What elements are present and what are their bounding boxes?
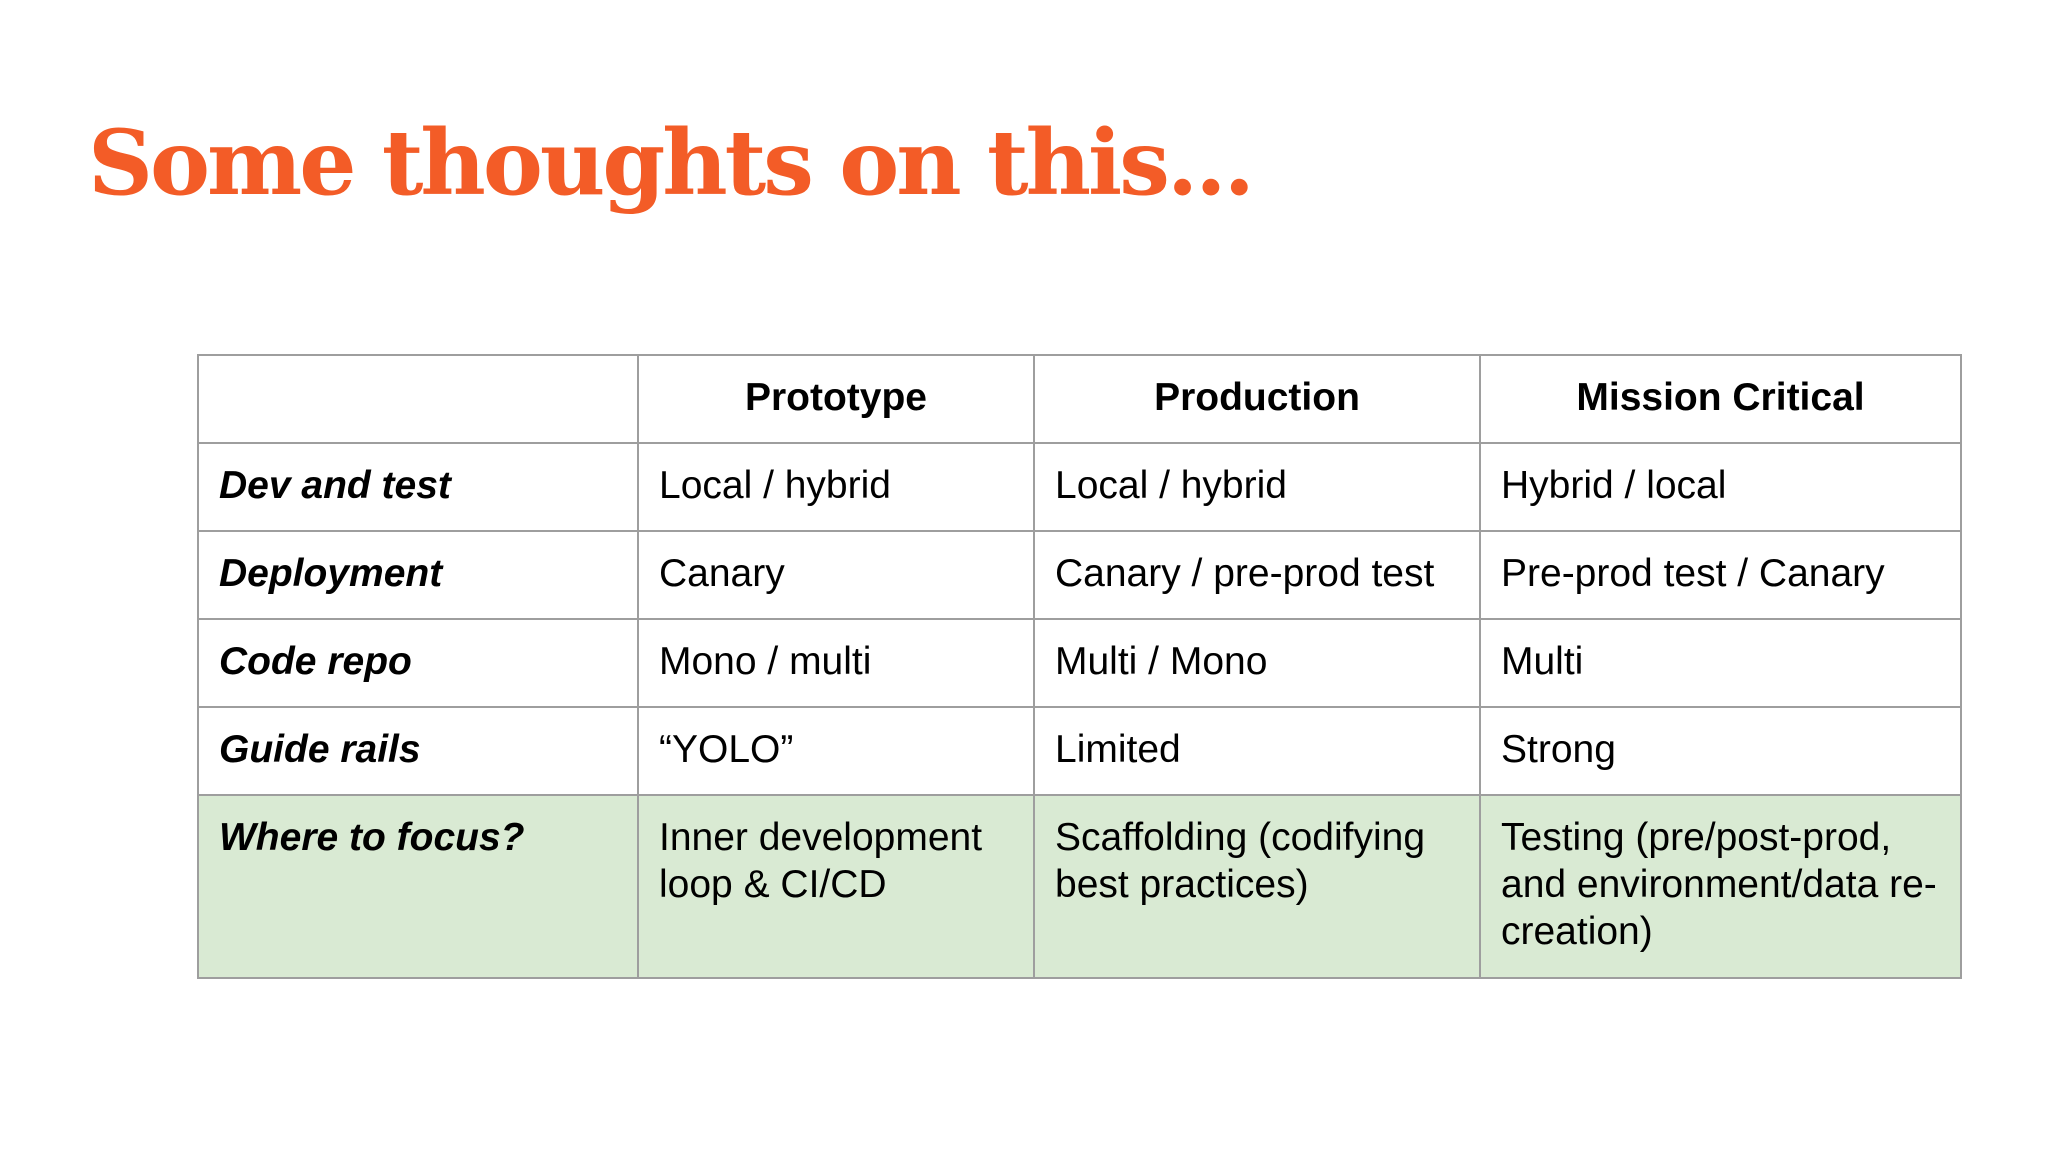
table-cell: Canary / pre-prod test [1033,530,1481,620]
corner-cell [197,354,639,444]
table-cell: Multi [1479,618,1962,708]
table-cell: Strong [1479,706,1962,796]
column-header-prototype: Prototype [637,354,1035,444]
table-row-guide-rails: Guide rails “YOLO” Limited Strong [197,706,1962,796]
row-header: Dev and test [197,442,639,532]
table-header-row: Prototype Production Mission Critical [197,354,1962,444]
row-header: Where to focus? [197,794,639,979]
table-cell: Inner development loop & CI/CD [637,794,1035,979]
table-row-dev-and-test: Dev and test Local / hybrid Local / hybr… [197,442,1962,532]
table-cell: Hybrid / local [1479,442,1962,532]
table-cell: Testing (pre/post-prod, and environment/… [1479,794,1962,979]
row-header: Guide rails [197,706,639,796]
table-cell: Mono / multi [637,618,1035,708]
column-header-mission-critical: Mission Critical [1479,354,1962,444]
comparison-table: Prototype Production Mission Critical De… [197,354,1962,979]
table-cell: Multi / Mono [1033,618,1481,708]
row-header: Deployment [197,530,639,620]
slide-title: Some thoughts on this... [88,110,1255,216]
table-cell: Local / hybrid [637,442,1035,532]
table-row-code-repo: Code repo Mono / multi Multi / Mono Mult… [197,618,1962,708]
table-row-where-to-focus: Where to focus? Inner development loop &… [197,794,1962,979]
table-cell: Pre-prod test / Canary [1479,530,1962,620]
table-cell: Canary [637,530,1035,620]
row-header: Code repo [197,618,639,708]
table-cell: Limited [1033,706,1481,796]
table-cell: Local / hybrid [1033,442,1481,532]
column-header-production: Production [1033,354,1481,444]
table-cell: Scaffolding (codifying best practices) [1033,794,1481,979]
table-row-deployment: Deployment Canary Canary / pre-prod test… [197,530,1962,620]
table-cell: “YOLO” [637,706,1035,796]
